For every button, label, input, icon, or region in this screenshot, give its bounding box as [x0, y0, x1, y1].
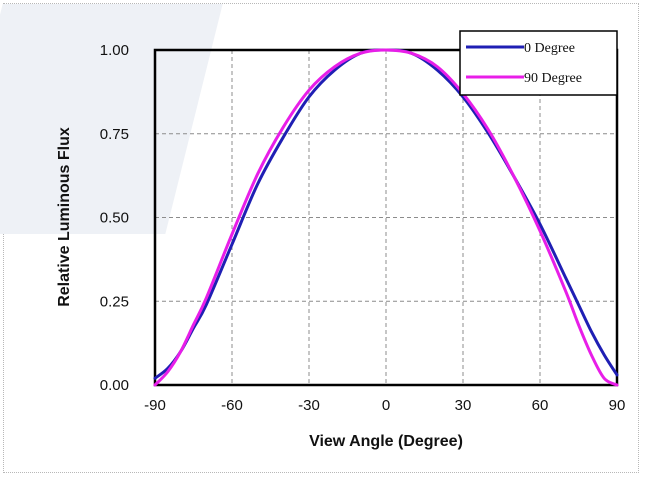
x-tick-label: 60 [532, 397, 549, 414]
x-axis-title: View Angle (Degree) [309, 433, 463, 450]
y-tick-label: 0.75 [100, 126, 129, 143]
y-tick-label: 0.00 [100, 377, 129, 394]
x-tick-label: 0 [382, 397, 390, 414]
x-tick-label: 30 [455, 397, 472, 414]
x-tick-label: 90 [609, 397, 626, 414]
x-tick-label: -90 [144, 397, 166, 414]
series-line-90-degree [153, 48, 619, 387]
series-lines [153, 48, 619, 387]
y-tick-label: 0.50 [100, 210, 129, 227]
y-tick-label: 0.25 [100, 293, 129, 310]
legend-label: 90 Degree [524, 71, 582, 86]
tick-labels: -90 -60 -30 0 30 60 90 0.00 0.25 0.50 0.75 1.00 [100, 42, 626, 414]
legend: 0 Degree 90 Degree [459, 30, 618, 96]
legend-box [459, 30, 618, 96]
y-axis-title: Relative Luminous Flux [56, 127, 73, 307]
legend-label: 0 Degree [524, 41, 575, 56]
grid-lines [155, 50, 617, 385]
x-tick-label: -30 [298, 397, 320, 414]
x-tick-label: -60 [221, 397, 243, 414]
y-tick-label: 1.00 [100, 42, 129, 59]
